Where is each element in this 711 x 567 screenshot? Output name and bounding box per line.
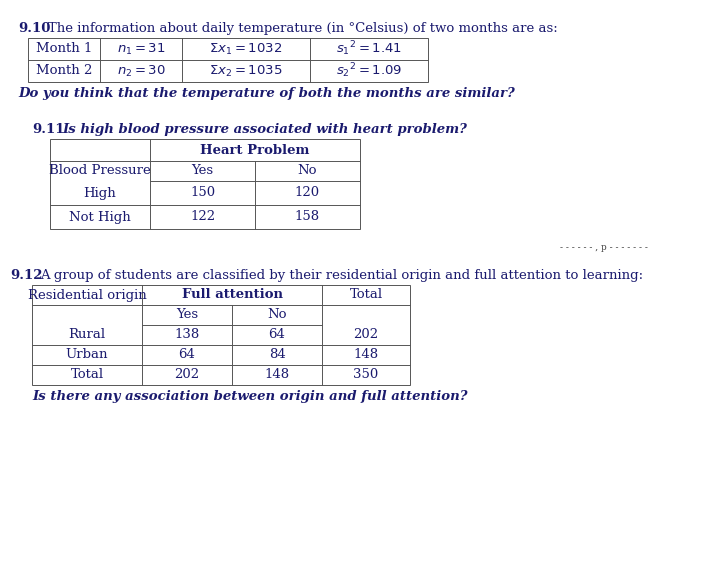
Text: 158: 158 bbox=[295, 210, 320, 223]
Text: - - - - - - , p - - - - - - -: - - - - - - , p - - - - - - - bbox=[560, 243, 648, 252]
Text: Heart Problem: Heart Problem bbox=[201, 143, 310, 156]
Text: 150: 150 bbox=[190, 187, 215, 200]
Text: 9.11: 9.11 bbox=[32, 123, 65, 136]
Text: Do you think that the temperature of both the months are similar?: Do you think that the temperature of bot… bbox=[18, 87, 515, 100]
Text: Yes: Yes bbox=[176, 308, 198, 321]
Text: Total: Total bbox=[70, 369, 104, 382]
Bar bbox=[50, 139, 360, 229]
Text: No: No bbox=[298, 164, 317, 177]
Text: 84: 84 bbox=[269, 349, 285, 362]
Text: $n_2 = 30$: $n_2 = 30$ bbox=[117, 64, 166, 79]
Text: Total: Total bbox=[349, 289, 383, 302]
Text: A group of students are classified by their residential origin and full attentio: A group of students are classified by th… bbox=[40, 269, 643, 282]
Bar bbox=[32, 285, 410, 385]
Text: 350: 350 bbox=[353, 369, 379, 382]
Text: $\Sigma x_2 = 1035$: $\Sigma x_2 = 1035$ bbox=[209, 64, 283, 79]
Text: Is high blood pressure associated with heart problem?: Is high blood pressure associated with h… bbox=[62, 123, 467, 136]
Text: Is there any association between origin and full attention?: Is there any association between origin … bbox=[32, 390, 468, 403]
Text: 148: 148 bbox=[264, 369, 289, 382]
Text: 9.12: 9.12 bbox=[10, 269, 43, 282]
Bar bbox=[28, 38, 428, 82]
Text: $n_1 = 31$: $n_1 = 31$ bbox=[117, 41, 165, 57]
Text: 64: 64 bbox=[178, 349, 196, 362]
Text: 120: 120 bbox=[295, 187, 320, 200]
Text: The information about daily temperature (in °Celsius) of two months are as:: The information about daily temperature … bbox=[48, 22, 557, 35]
Text: $s_2{}^2 = 1.09$: $s_2{}^2 = 1.09$ bbox=[336, 62, 402, 81]
Text: 138: 138 bbox=[174, 328, 200, 341]
Text: No: No bbox=[267, 308, 287, 321]
Text: 202: 202 bbox=[174, 369, 200, 382]
Text: Yes: Yes bbox=[191, 164, 213, 177]
Text: Full attention: Full attention bbox=[181, 289, 282, 302]
Text: Month 1: Month 1 bbox=[36, 43, 92, 56]
Text: 148: 148 bbox=[353, 349, 378, 362]
Text: $\Sigma x_1 = 1032$: $\Sigma x_1 = 1032$ bbox=[210, 41, 282, 57]
Text: 64: 64 bbox=[269, 328, 285, 341]
Text: High: High bbox=[84, 187, 117, 200]
Text: Rural: Rural bbox=[68, 328, 105, 341]
Text: Blood Pressure: Blood Pressure bbox=[49, 164, 151, 177]
Text: 122: 122 bbox=[190, 210, 215, 223]
Text: $s_1{}^2= 1.41$: $s_1{}^2= 1.41$ bbox=[336, 40, 402, 58]
Text: Urban: Urban bbox=[65, 349, 108, 362]
Text: 9.10: 9.10 bbox=[18, 22, 50, 35]
Text: 202: 202 bbox=[353, 328, 378, 341]
Text: Not High: Not High bbox=[69, 210, 131, 223]
Text: Month 2: Month 2 bbox=[36, 65, 92, 78]
Text: Residential origin: Residential origin bbox=[28, 289, 146, 302]
